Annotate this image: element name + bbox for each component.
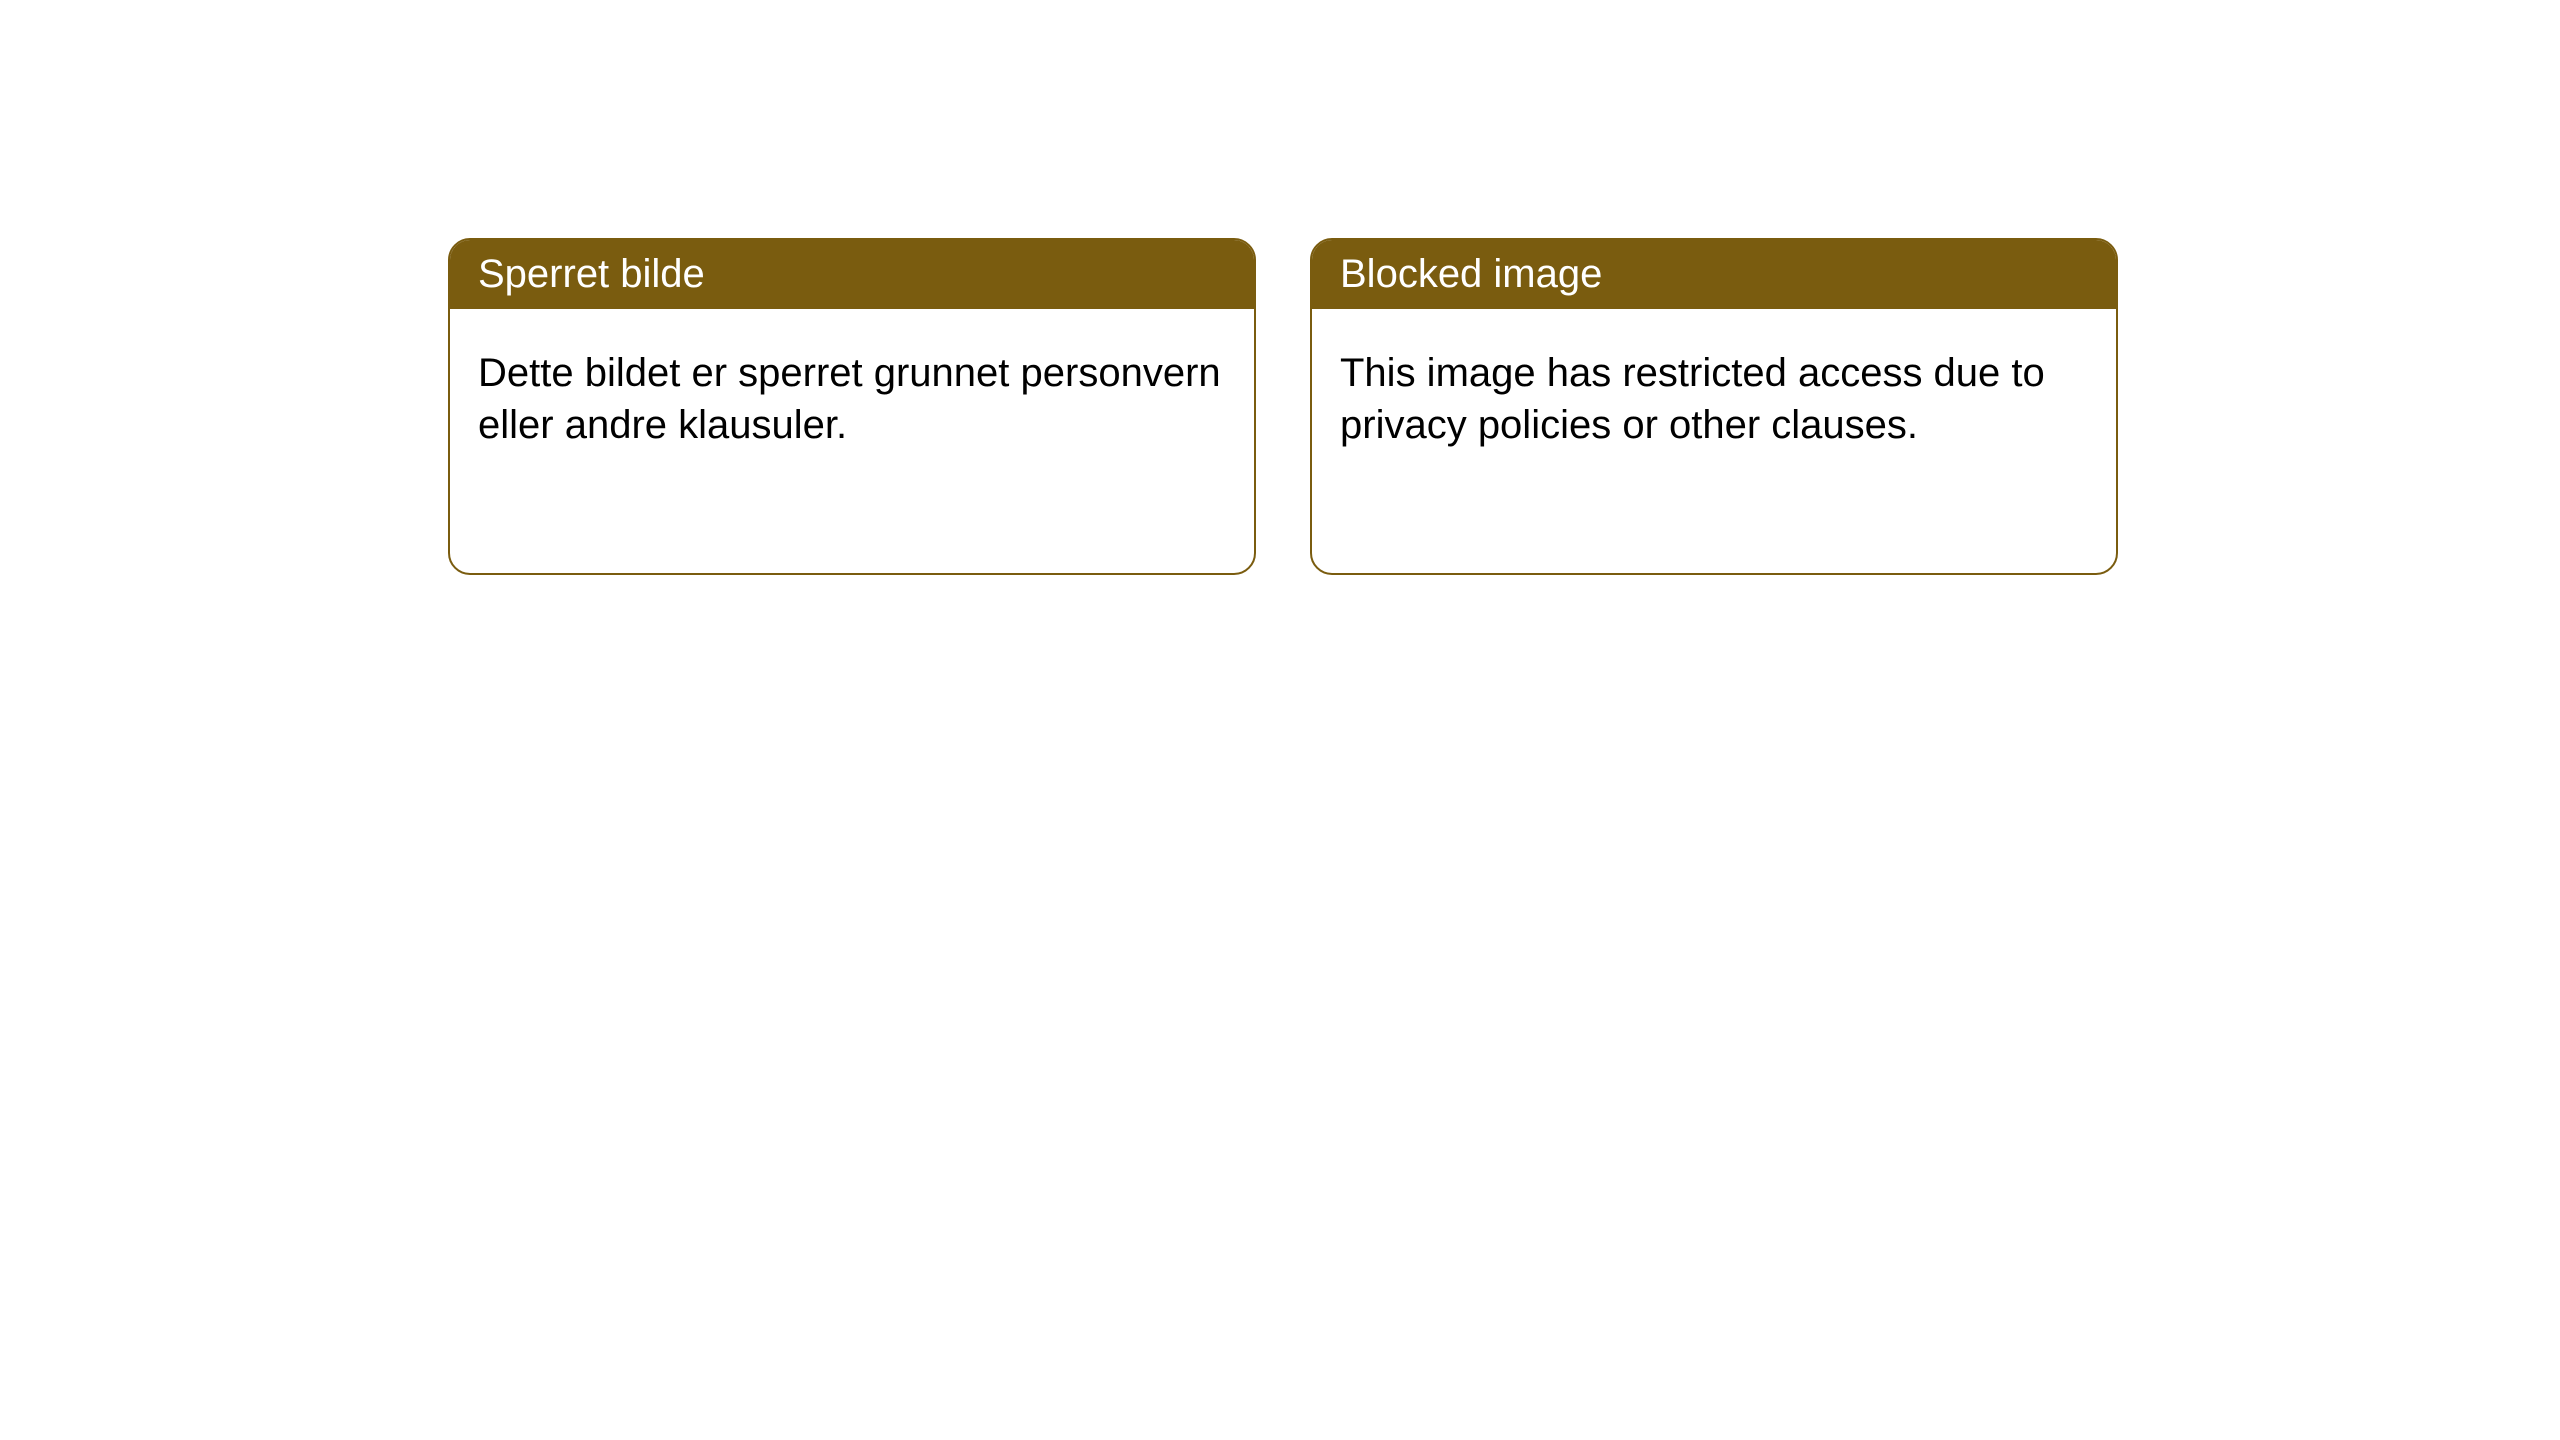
notice-card-header: Sperret bilde	[450, 240, 1254, 309]
notice-card-english: Blocked image This image has restricted …	[1310, 238, 2118, 575]
notice-card-body-text: Dette bildet er sperret grunnet personve…	[478, 351, 1221, 447]
notice-cards-container: Sperret bilde Dette bildet er sperret gr…	[0, 0, 2560, 575]
notice-card-body: Dette bildet er sperret grunnet personve…	[450, 309, 1254, 489]
notice-card-title: Sperret bilde	[478, 252, 705, 296]
notice-card-body-text: This image has restricted access due to …	[1340, 351, 2045, 447]
notice-card-header: Blocked image	[1312, 240, 2116, 309]
notice-card-title: Blocked image	[1340, 252, 1602, 296]
notice-card-body: This image has restricted access due to …	[1312, 309, 2116, 489]
notice-card-norwegian: Sperret bilde Dette bildet er sperret gr…	[448, 238, 1256, 575]
